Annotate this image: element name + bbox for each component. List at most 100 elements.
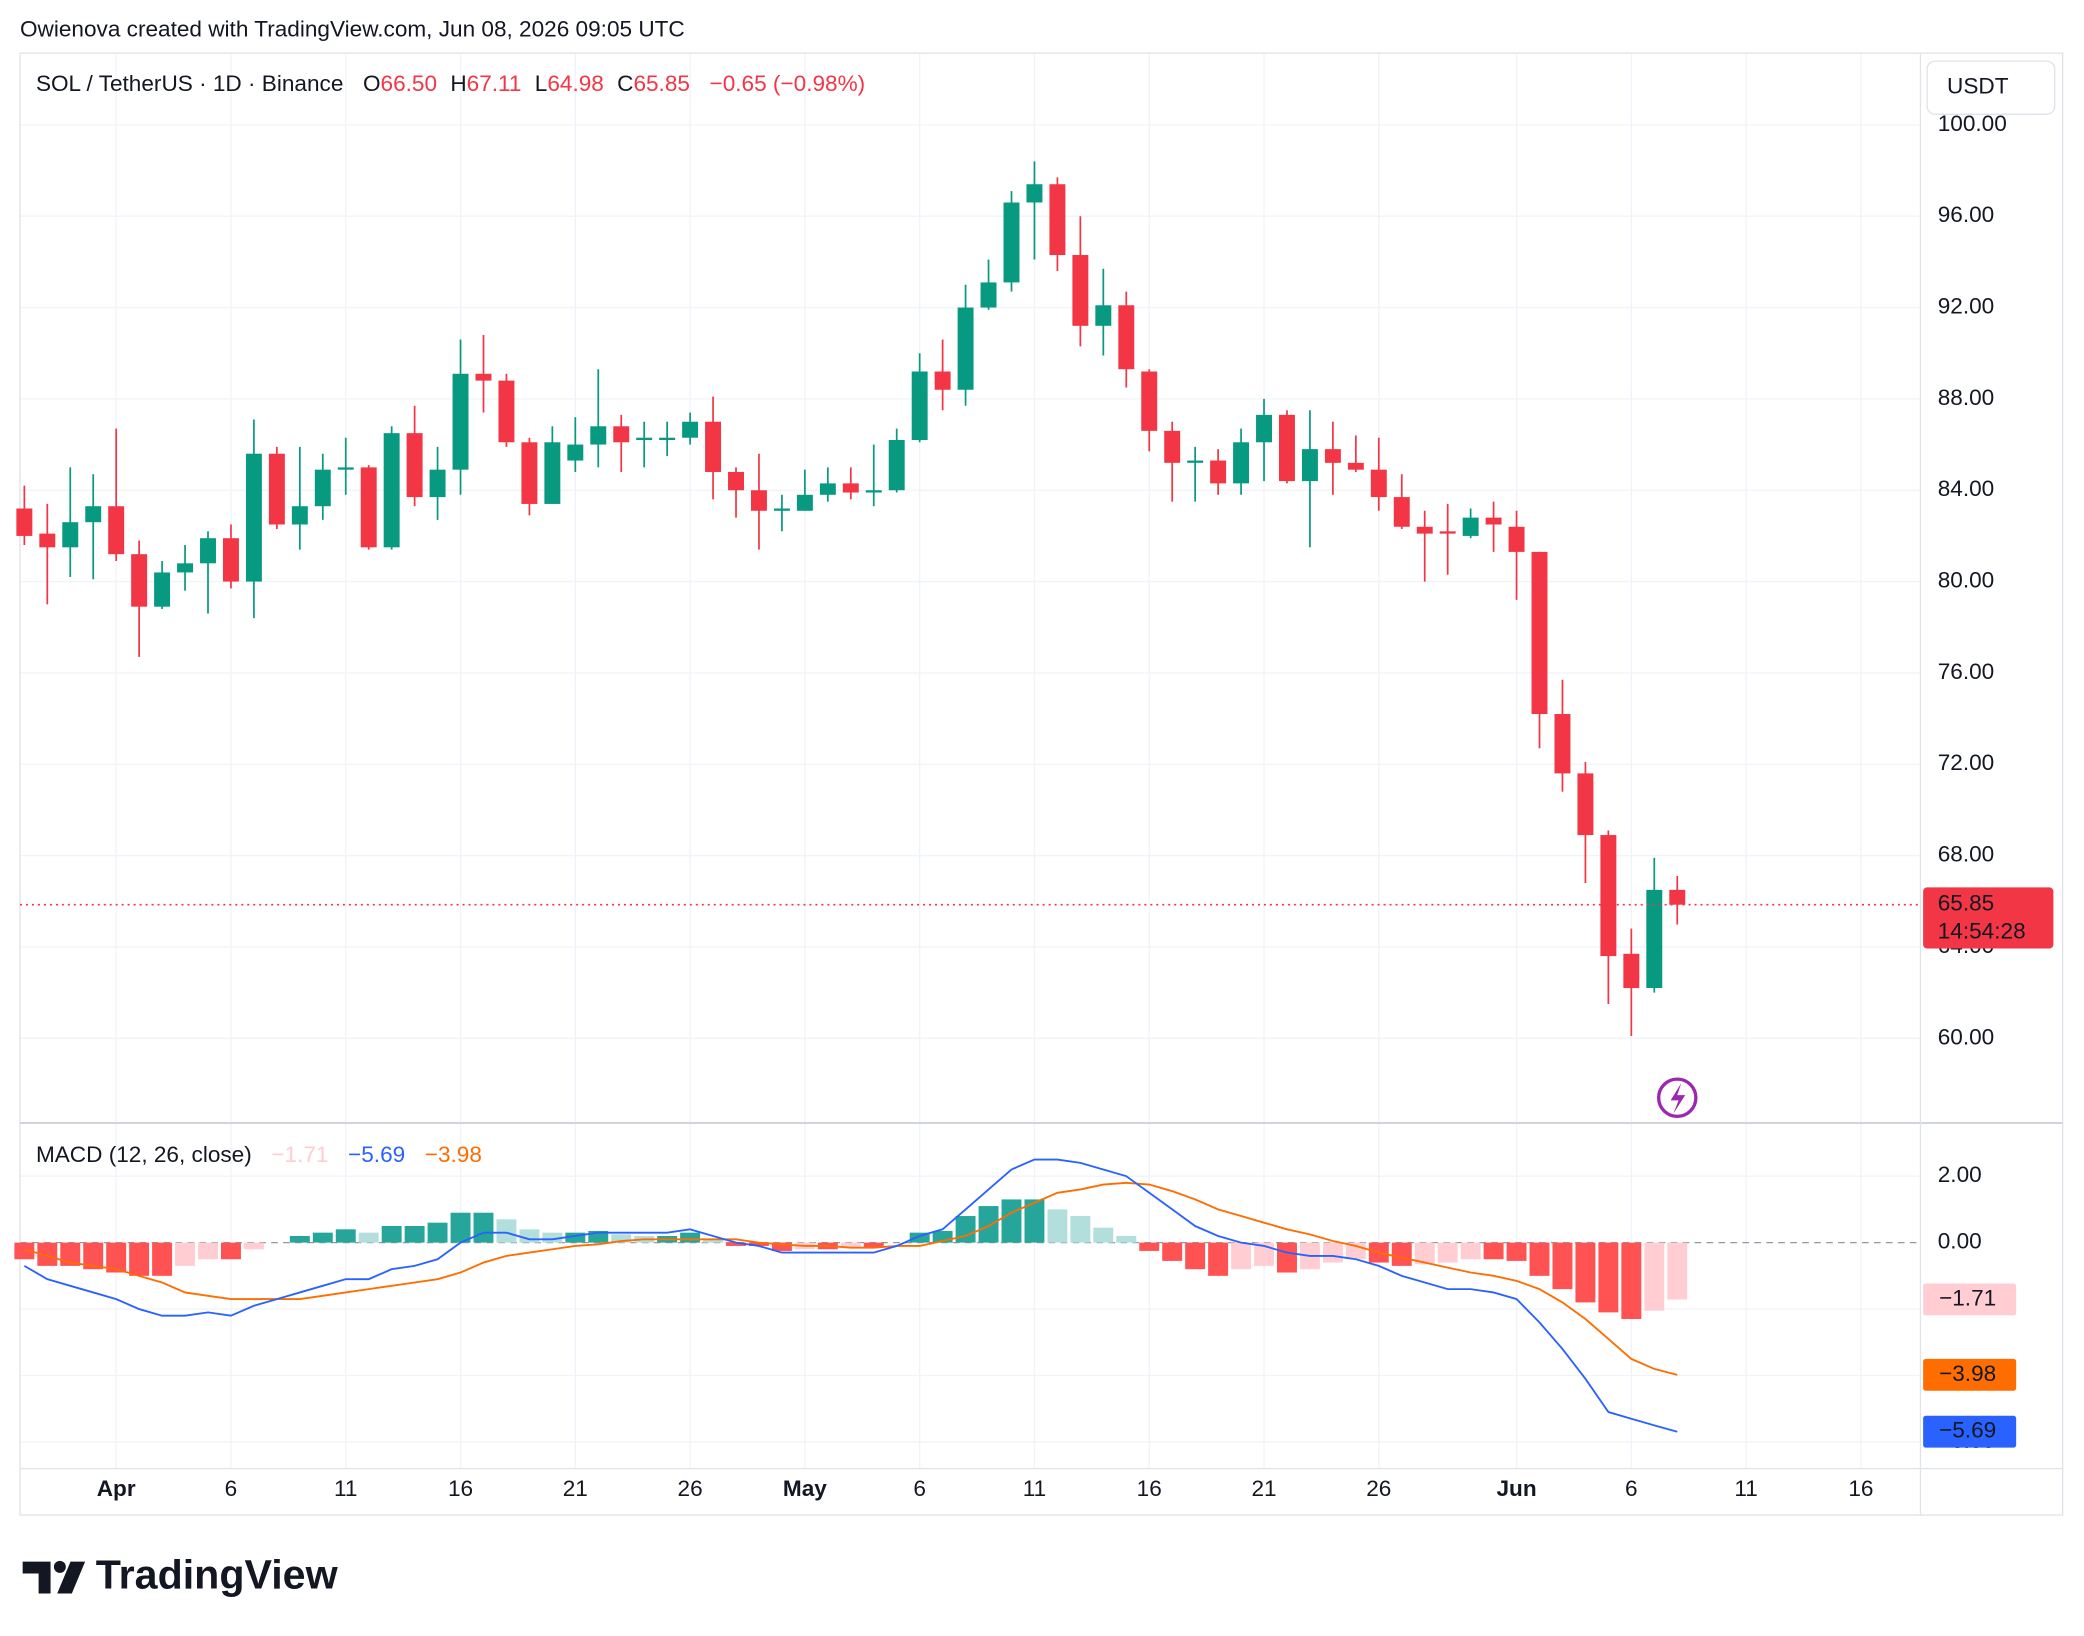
- histogram-bar: [1185, 1242, 1206, 1270]
- y-tick-label: 68.00: [1938, 842, 1995, 867]
- candle-body: [1141, 371, 1158, 431]
- candle-body: [934, 371, 951, 390]
- histogram-bar: [955, 1216, 976, 1243]
- candle-body: [1301, 449, 1318, 482]
- ohlc-value: 64.98: [547, 71, 604, 96]
- y-tick-label: 88.00: [1938, 385, 1995, 410]
- histogram-bar: [1277, 1242, 1297, 1273]
- alert-icon[interactable]: [1656, 1077, 1698, 1119]
- histogram-bar: [220, 1242, 241, 1260]
- candle-body: [475, 373, 492, 381]
- histogram-bar: [1437, 1242, 1458, 1263]
- ohlc-key: H: [450, 71, 466, 96]
- histogram-bar: [1575, 1242, 1596, 1303]
- candle-body: [1095, 305, 1112, 326]
- x-tick-label: 21: [1251, 1476, 1276, 1501]
- currency-button[interactable]: [1926, 60, 2056, 115]
- candle-body: [1003, 202, 1020, 283]
- macd-value-label: −5.69: [1939, 1418, 1996, 1443]
- candle-body: [245, 453, 262, 582]
- legend-macd: −5.69: [348, 1142, 405, 1167]
- candle-body: [39, 533, 56, 548]
- histogram-bar: [473, 1212, 494, 1243]
- candle-body: [1370, 469, 1387, 498]
- candle-body: [659, 437, 676, 440]
- candle-body: [613, 426, 630, 443]
- histogram-bar: [1208, 1242, 1229, 1276]
- candle-body: [1439, 531, 1456, 534]
- histogram-bar: [312, 1232, 333, 1243]
- candle-body: [728, 471, 744, 491]
- candle-body: [567, 444, 584, 461]
- histogram-bar: [1460, 1242, 1481, 1260]
- change: −0.65 (−0.98%): [710, 71, 866, 96]
- candle-body: [1256, 414, 1272, 443]
- legend-signal: −3.98: [425, 1142, 482, 1167]
- histogram-bar: [1070, 1216, 1091, 1243]
- x-tick-label: 16: [448, 1476, 473, 1501]
- candle-body: [1233, 442, 1250, 484]
- y-tick-label: 100.00: [1938, 111, 2007, 136]
- candle-body: [406, 433, 423, 498]
- candle-body: [1462, 517, 1479, 536]
- histogram-bar: [1529, 1242, 1550, 1276]
- histogram-bar: [1254, 1242, 1274, 1266]
- macd-value-box: [1923, 1415, 2017, 1448]
- histogram-bar: [289, 1235, 310, 1243]
- histogram-bar: [863, 1242, 884, 1248]
- candle-body: [1623, 953, 1640, 989]
- x-tick-label: Apr: [97, 1476, 136, 1501]
- axis-labels: Apr611162126May611162126Jun6111660.0064.…: [97, 111, 2054, 1501]
- histogram-value-box: [1923, 1283, 2017, 1316]
- histogram-bar: [243, 1242, 264, 1250]
- candle-body: [452, 373, 469, 470]
- candle-body: [590, 426, 607, 445]
- y-tick-label: 76.00: [1938, 659, 1995, 684]
- brand-logo: [22, 1560, 86, 1594]
- histogram-bar: [1483, 1242, 1504, 1260]
- histogram-bar: [427, 1222, 448, 1243]
- histogram-bar: [37, 1242, 58, 1266]
- macd-title: MACD (12, 26, close): [36, 1142, 252, 1167]
- histogram-bar: [335, 1229, 356, 1243]
- candle-body: [1347, 462, 1364, 470]
- x-tick-label: Jun: [1496, 1476, 1536, 1501]
- x-tick-label: 26: [1366, 1476, 1391, 1501]
- x-tick-label: 21: [563, 1476, 588, 1501]
- candle-body: [268, 453, 285, 525]
- attribution: Owienova created with TradingView.com, J…: [20, 17, 685, 42]
- histogram-bar: [703, 1239, 724, 1243]
- candle-body: [131, 554, 148, 607]
- candle-body: [85, 506, 102, 523]
- candle-body: [796, 494, 813, 511]
- histogram-bar: [1644, 1242, 1665, 1311]
- histogram-bar: [1231, 1242, 1252, 1270]
- candle-body: [360, 467, 377, 548]
- histogram-bar: [129, 1242, 150, 1276]
- currency[interactable]: USDT: [1947, 74, 2009, 99]
- candle-body: [314, 469, 331, 507]
- histogram-bar: [152, 1242, 173, 1276]
- y-tick-label: 60.00: [1938, 1024, 1995, 1049]
- histogram-bar: [496, 1219, 517, 1243]
- candle-body: [1279, 414, 1295, 482]
- signal-line: [24, 1181, 1678, 1376]
- histogram-bar: [726, 1242, 746, 1246]
- ohlc-key: C: [617, 71, 633, 96]
- histogram-value-label: −1.71: [1939, 1285, 1996, 1310]
- candle-body: [521, 442, 538, 504]
- y-tick-label: 0.00: [1938, 1229, 1982, 1254]
- candle-body: [429, 469, 446, 498]
- candle-body: [291, 506, 308, 525]
- candle-body: [1531, 551, 1548, 715]
- y-tick-label: 2.00: [1938, 1162, 1982, 1187]
- candle-body: [1187, 460, 1204, 463]
- histogram-bar: [450, 1212, 471, 1243]
- histogram-bar: [106, 1242, 127, 1273]
- histogram-bar: [1322, 1242, 1343, 1263]
- histogram-bar: [542, 1232, 563, 1243]
- symbol-title: SOL / TetherUS · 1D · Binance: [36, 71, 343, 96]
- x-tick-label: 11: [1023, 1476, 1046, 1501]
- x-tick-label: 11: [1734, 1476, 1757, 1501]
